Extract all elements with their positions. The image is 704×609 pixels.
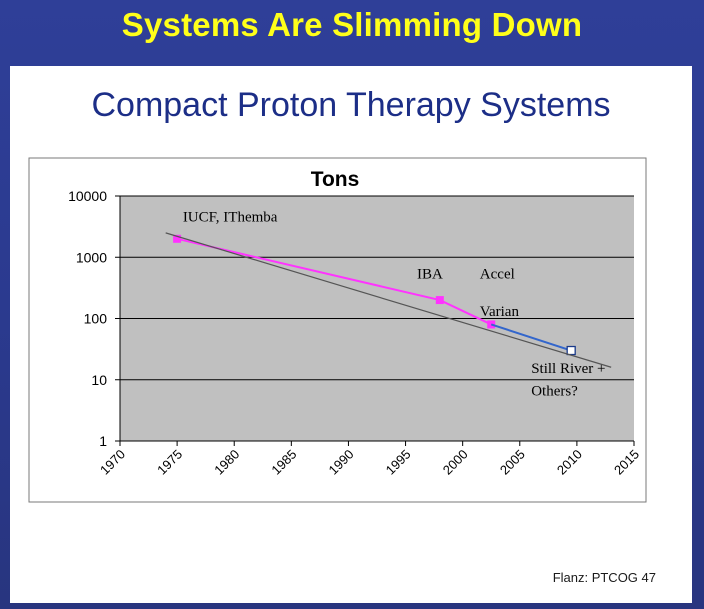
annotation-label: Varian <box>480 304 520 320</box>
slide-title: Systems Are Slimming Down <box>121 6 583 43</box>
data-point <box>173 234 182 243</box>
y-tick-label: 10 <box>91 372 107 388</box>
series-line <box>490 323 572 352</box>
data-point <box>435 296 444 305</box>
y-tick-label: 10000 <box>68 188 107 204</box>
annotation-label: Still River + <box>531 361 605 377</box>
annotation-label: Others? <box>531 384 578 400</box>
annotation-label: IUCF, IThemba <box>183 210 278 226</box>
y-tick-label: 1 <box>99 433 107 449</box>
y-tick-label: 100 <box>84 311 108 327</box>
panel-title: Compact Proton Therapy Systems <box>91 86 611 124</box>
annotation-label: IBA <box>417 266 443 282</box>
y-tick-label: 1000 <box>76 249 107 265</box>
source-credit: Flanz: PTCOG 47 <box>552 570 656 585</box>
chart-title: Tons <box>311 168 360 191</box>
trend-line <box>165 232 612 368</box>
annotation-label: Accel <box>480 266 515 282</box>
data-point <box>566 345 576 356</box>
